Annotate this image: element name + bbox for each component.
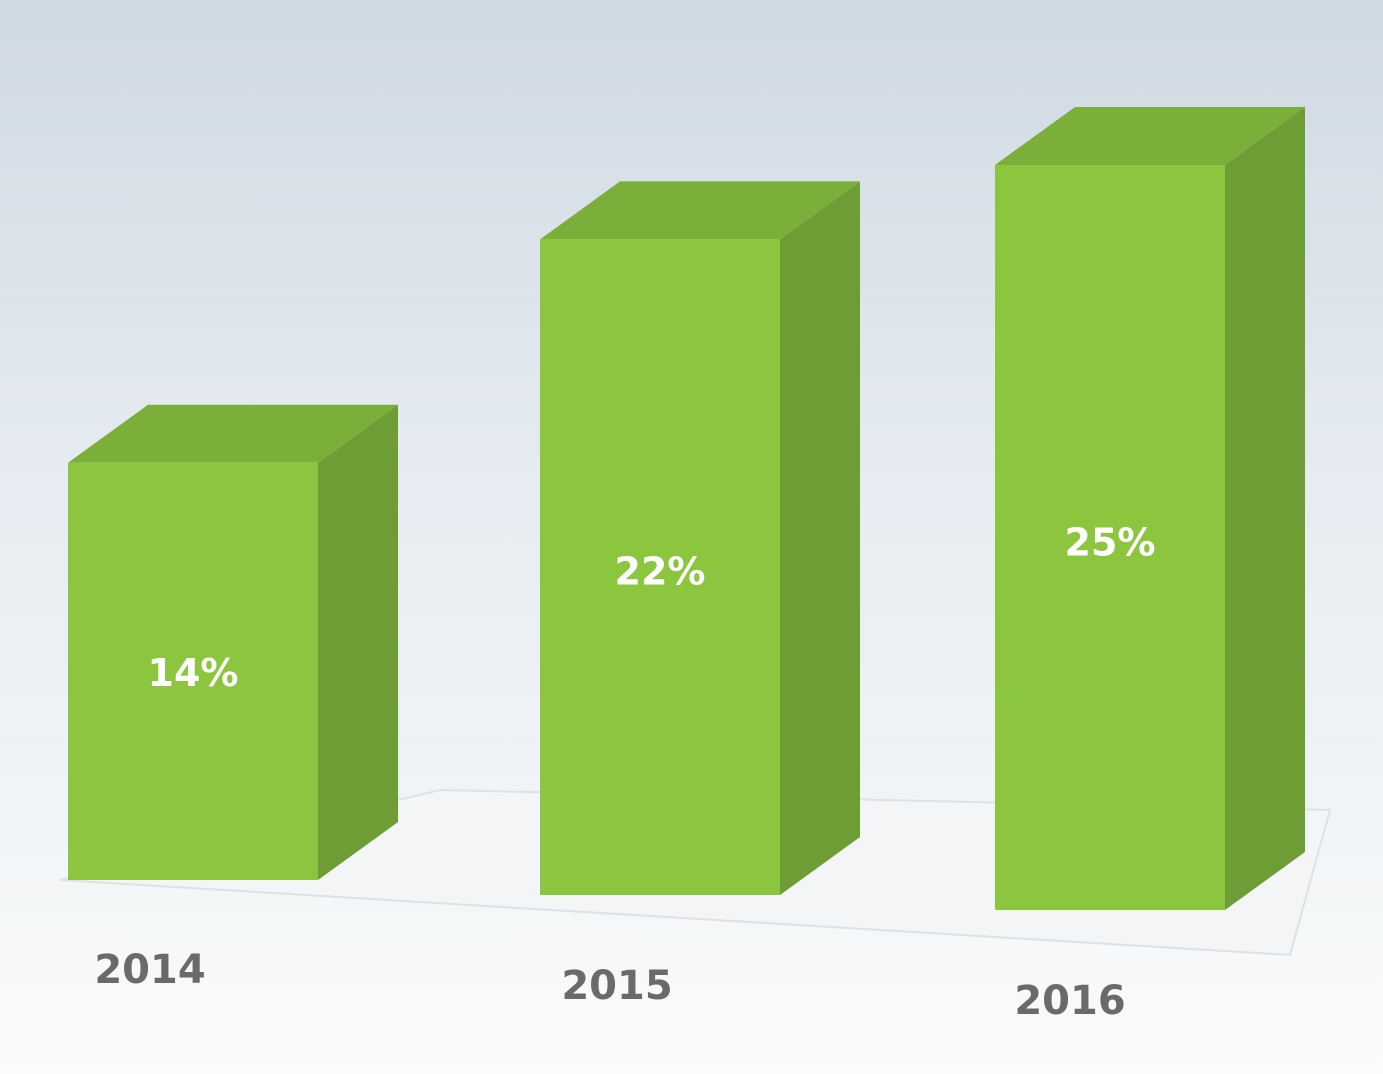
bar-front xyxy=(995,165,1225,910)
x-tick-label: 2016 xyxy=(1014,978,1125,1024)
bar-top xyxy=(540,181,860,240)
value-label: 25% xyxy=(1065,520,1156,564)
bar-side xyxy=(780,181,860,895)
bar xyxy=(995,107,1305,910)
bar-side xyxy=(1225,107,1305,910)
bar xyxy=(540,181,860,895)
x-tick-label: 2015 xyxy=(561,963,672,1009)
value-label: 14% xyxy=(148,651,239,695)
x-tick-label: 2014 xyxy=(94,947,205,993)
bar xyxy=(68,404,398,880)
bar-side xyxy=(318,404,398,880)
bars: 14% 2014 22% 2015 25% 2016 xyxy=(68,107,1305,1024)
bar-top xyxy=(68,404,398,463)
bar-top xyxy=(995,107,1305,165)
value-label: 22% xyxy=(615,549,706,593)
bar-front xyxy=(540,239,780,895)
bar-front xyxy=(68,462,318,880)
